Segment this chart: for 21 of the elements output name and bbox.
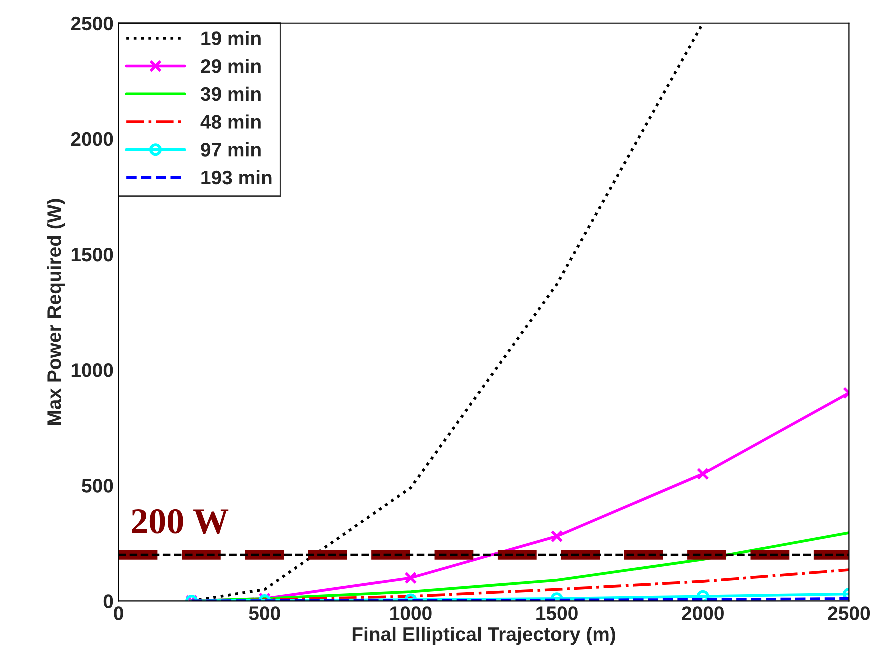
- ref-line-label: 200 W: [132, 509, 229, 534]
- legend-label: 97 min: [201, 142, 261, 157]
- x-tick-label: 2000: [682, 606, 724, 620]
- x-tick-label: 1500: [536, 606, 578, 620]
- y-tick-label: 0: [104, 594, 114, 608]
- x-tick-label: 0: [114, 606, 124, 620]
- y-axis-title: Max Power Required (W): [47, 199, 66, 425]
- legend-label: 193 min: [202, 170, 272, 185]
- y-tick-label: 2500: [71, 16, 114, 31]
- y-tick-label: 1000: [72, 364, 114, 378]
- y-tick-label: 2000: [71, 132, 114, 146]
- y-tick-label: 1500: [72, 248, 114, 262]
- y-tick-label: 500: [82, 479, 114, 493]
- x-tick-label: 1000: [390, 606, 432, 620]
- legend-label: 19 min: [202, 31, 261, 46]
- x-tick-label: 2500: [828, 606, 870, 620]
- legend-label: 48 min: [200, 114, 261, 129]
- legend-label: 29 min: [201, 59, 261, 74]
- legend-label: 39 min: [200, 86, 261, 102]
- x-axis-title: Final Elliptical Trajectory (m): [352, 626, 616, 646]
- x-tick-label: 500: [249, 606, 280, 620]
